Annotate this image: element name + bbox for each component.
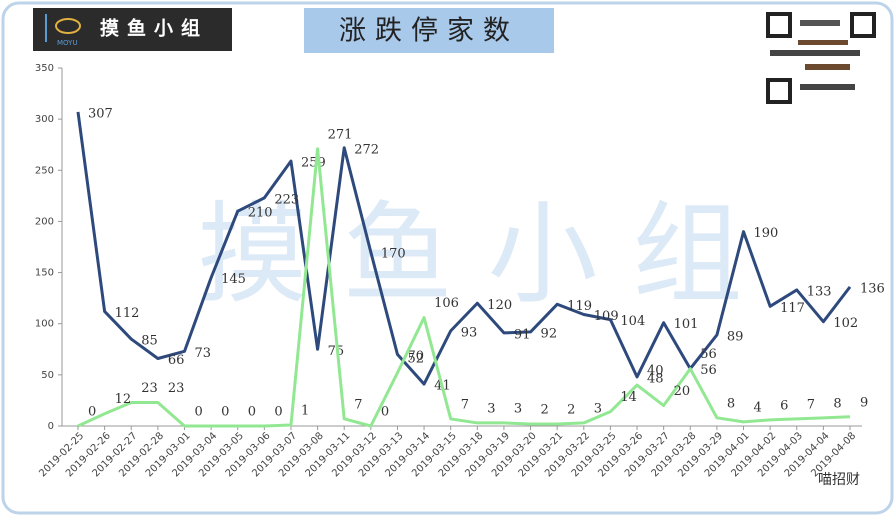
data-label: 119 bbox=[567, 299, 592, 314]
data-label: 48 bbox=[647, 371, 664, 386]
data-label: 3 bbox=[487, 401, 495, 416]
data-label: 8 bbox=[833, 396, 841, 411]
title-box bbox=[304, 8, 554, 53]
data-label: 7 bbox=[461, 397, 469, 412]
data-label: 170 bbox=[381, 247, 406, 262]
logo-icon bbox=[55, 18, 81, 34]
data-label: 133 bbox=[807, 284, 832, 299]
data-label: 2 bbox=[541, 402, 549, 417]
logo-box bbox=[33, 8, 232, 51]
y-tick-label: 200 bbox=[35, 216, 54, 227]
chart-title: 涨跌停家数 bbox=[339, 16, 519, 47]
footer: 喵招财 bbox=[818, 472, 860, 488]
data-label: 3 bbox=[594, 401, 602, 416]
series-line bbox=[76, 111, 852, 386]
data-label: 223 bbox=[274, 192, 299, 207]
data-label: 3 bbox=[514, 401, 522, 416]
data-label: 259 bbox=[301, 156, 326, 171]
data-label: 56 bbox=[700, 363, 717, 378]
data-label: 2 bbox=[567, 402, 575, 417]
watermark: 摸 鱼 小 组 bbox=[198, 190, 743, 318]
data-label: 0 bbox=[248, 405, 256, 420]
data-label: 136 bbox=[860, 281, 885, 296]
y-tick-label: 100 bbox=[35, 319, 54, 330]
data-label: 0 bbox=[194, 405, 202, 420]
data-label: 6 bbox=[780, 398, 788, 413]
data-label: 52 bbox=[407, 351, 424, 366]
data-label: 101 bbox=[674, 317, 699, 332]
data-label: 85 bbox=[141, 334, 158, 349]
logo-text: 摸鱼小组 bbox=[100, 17, 208, 40]
data-label: 210 bbox=[248, 206, 273, 221]
series-line bbox=[77, 147, 851, 428]
y-tick-label: 350 bbox=[35, 63, 54, 74]
data-label: 272 bbox=[354, 142, 379, 157]
data-label: 73 bbox=[194, 346, 211, 361]
data-label: 7 bbox=[807, 397, 815, 412]
data-label: 106 bbox=[434, 296, 459, 311]
data-label: 14 bbox=[620, 390, 637, 405]
data-label: 0 bbox=[88, 405, 96, 420]
data-label: 104 bbox=[620, 314, 645, 329]
data-label: 23 bbox=[168, 381, 185, 396]
y-tick-label: 250 bbox=[35, 165, 54, 176]
data-label: 93 bbox=[461, 325, 478, 340]
data-label: 20 bbox=[674, 384, 691, 399]
data-label: 92 bbox=[541, 326, 558, 341]
data-label: 75 bbox=[328, 344, 345, 359]
data-label: 7 bbox=[354, 397, 362, 412]
data-label: 0 bbox=[274, 405, 282, 420]
y-tick-label: 300 bbox=[35, 114, 54, 125]
data-label: 190 bbox=[754, 226, 779, 241]
data-label: 66 bbox=[168, 353, 185, 368]
data-label: 120 bbox=[487, 298, 512, 313]
data-label: 40 bbox=[647, 364, 664, 379]
data-label: 271 bbox=[328, 127, 353, 142]
data-label: 23 bbox=[141, 381, 158, 396]
logo-mark: MOYU bbox=[57, 39, 78, 47]
y-tick-label: 150 bbox=[35, 268, 54, 279]
data-label: 70 bbox=[407, 349, 424, 364]
qr-code bbox=[766, 12, 876, 104]
data-label: 4 bbox=[754, 400, 762, 415]
data-label: 8 bbox=[727, 396, 735, 411]
data-label: 56 bbox=[700, 347, 717, 362]
data-label: 89 bbox=[727, 329, 744, 344]
data-label: 307 bbox=[88, 106, 113, 121]
data-label: 0 bbox=[381, 405, 389, 420]
y-tick-label: 50 bbox=[41, 370, 54, 381]
data-label: 91 bbox=[514, 327, 531, 342]
data-label: 1 bbox=[301, 403, 309, 418]
data-label: 117 bbox=[780, 301, 805, 316]
data-label: 109 bbox=[594, 309, 619, 324]
data-label: 102 bbox=[833, 316, 858, 331]
data-label: 112 bbox=[115, 306, 140, 321]
data-label: 145 bbox=[221, 272, 246, 287]
y-tick-label: 0 bbox=[48, 421, 54, 432]
data-label: 9 bbox=[860, 395, 868, 410]
data-label: 0 bbox=[221, 405, 229, 420]
data-label: 12 bbox=[115, 392, 132, 407]
